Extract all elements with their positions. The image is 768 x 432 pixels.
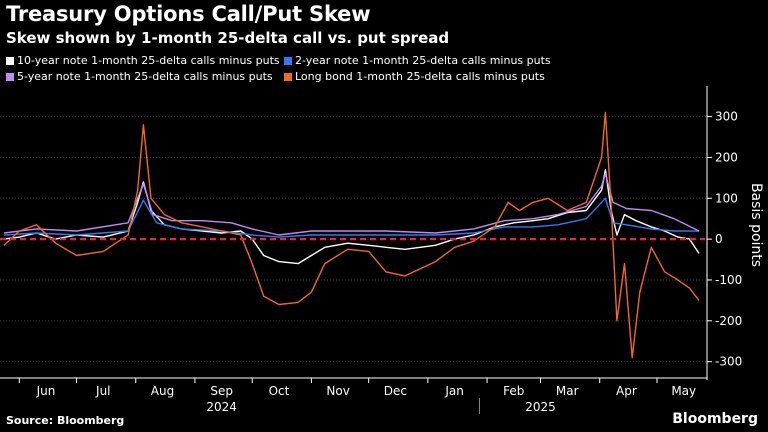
legend-swatch-two-year [284,56,292,65]
chart-title: Treasury Options Call/Put Skew [6,2,371,26]
legend-label-two-year: 2-year note 1-month 25-delta calls minus… [295,54,551,67]
y-tick-label: -300 [715,355,742,369]
x-tick-label-nov: Nov [326,384,349,398]
legend-swatch-five-year [6,72,14,81]
x-tick-label-feb: Feb [503,384,524,398]
x-year-label-2025: 2025 [525,400,556,414]
y-tick-label: -200 [715,314,742,328]
series-line-five-year [3,173,700,236]
chart-subtitle: Skew shown by 1-month 25-delta call vs. … [6,29,450,47]
x-tick-label-may: May [671,384,696,398]
source-note: Source: Bloomberg [6,414,125,427]
series-line-long-bond [3,111,700,359]
bloomberg-logo: Bloomberg [672,411,758,427]
x-year-label-2024: 2024 [206,400,237,414]
x-tick-label-oct: Oct [269,384,290,398]
y-tick-label: -100 [715,273,742,287]
x-tick-label-aug: Aug [151,384,174,398]
x-tick-label-dec: Dec [384,384,407,398]
legend-item-five-year: 5-year note 1-month 25-delta calls minus… [6,70,273,83]
x-tick-label-sep: Sep [210,384,233,398]
legend-label-long-bond: Long bond 1-month 25-delta calls minus p… [295,70,545,83]
legend-label-ten-year: 10-year note 1-month 25-delta calls minu… [17,54,280,67]
legend-swatch-ten-year [6,56,14,65]
x-tick-label-jul: Jul [95,384,110,398]
legend-item-long-bond: Long bond 1-month 25-delta calls minus p… [284,70,545,83]
y-tick-label: 100 [715,191,738,205]
legend-item-two-year: 2-year note 1-month 25-delta calls minus… [284,54,551,67]
series-line-two-year [3,197,699,238]
y-tick-label: 200 [715,150,738,164]
y-tick-label: 0 [715,232,723,246]
x-tick-label-apr: Apr [616,384,637,398]
x-tick-label-mar: Mar [556,384,579,398]
y-axis-title: Basis points [748,183,764,267]
series-line-ten-year [3,168,700,265]
x-tick-label-jun: Jun [36,384,56,398]
y-tick-label: 300 [715,110,738,124]
legend-swatch-long-bond [284,72,292,81]
legend-item-ten-year: 10-year note 1-month 25-delta calls minu… [6,54,280,67]
legend-label-five-year: 5-year note 1-month 25-delta calls minus… [17,70,273,83]
x-tick-label-jan: Jan [444,384,464,398]
